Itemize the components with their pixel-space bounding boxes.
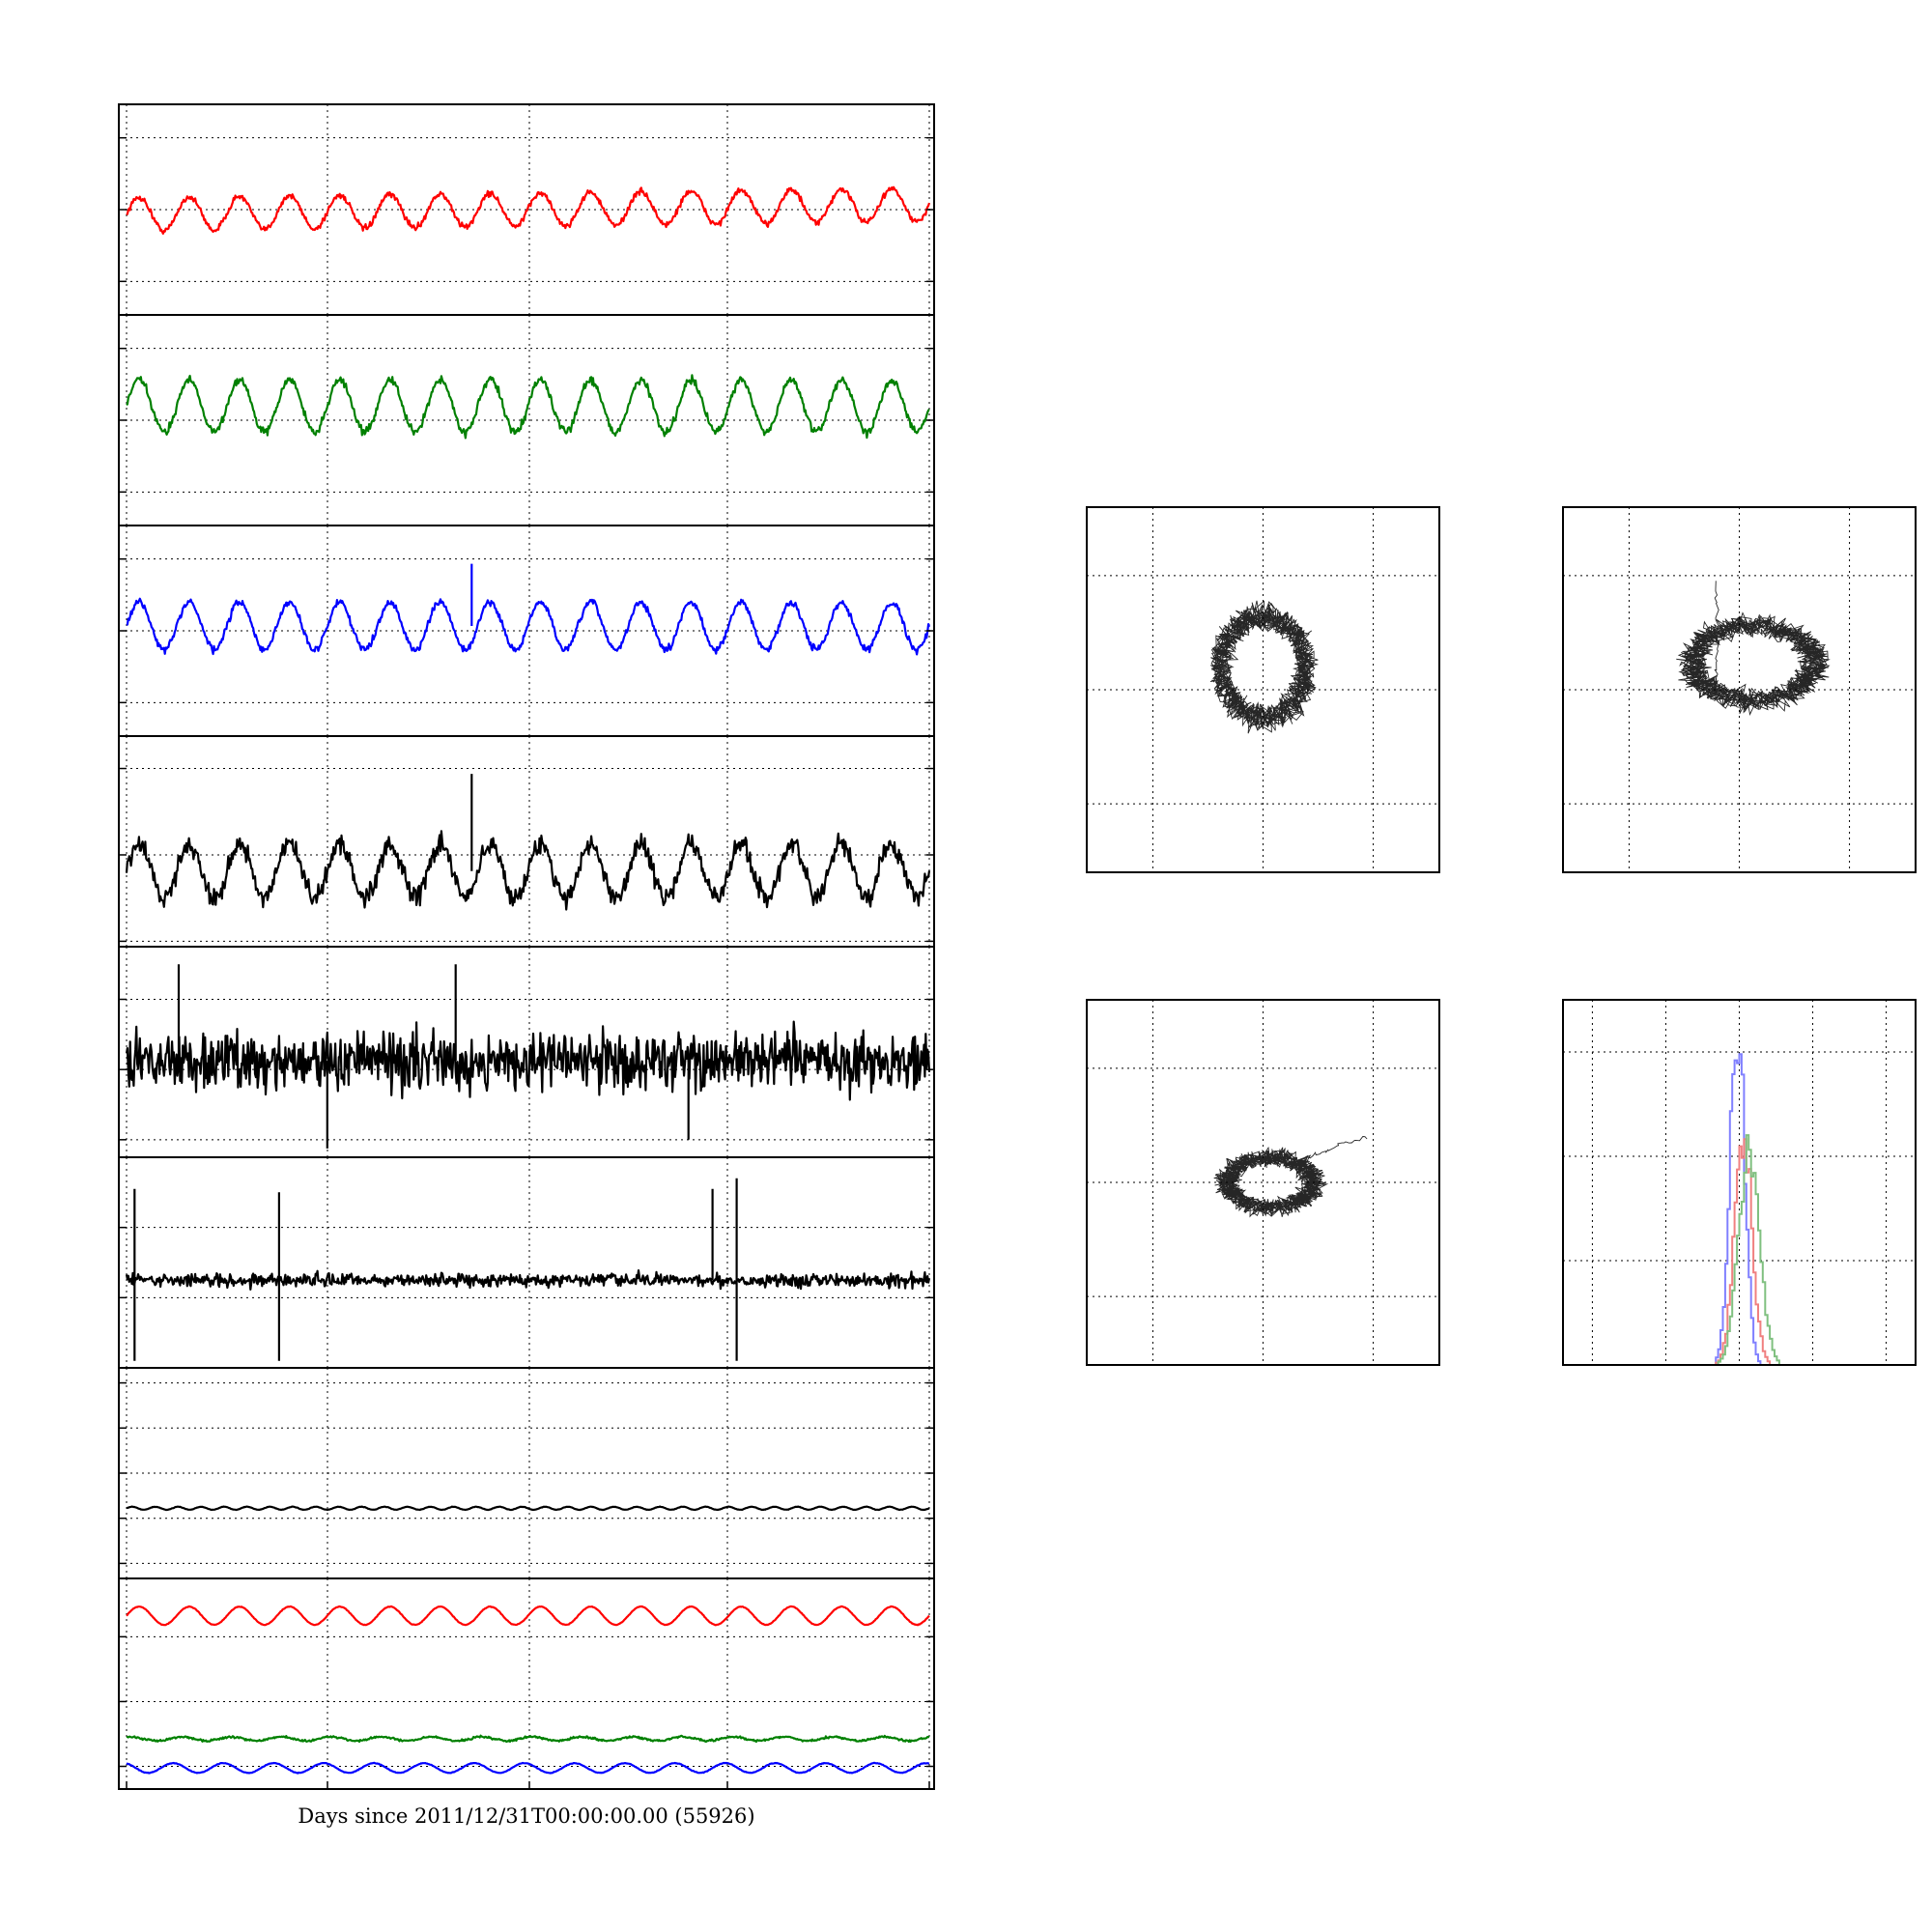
panel-6 xyxy=(118,1156,935,1369)
series-line-1 xyxy=(125,1178,931,1361)
series-line-1 xyxy=(126,185,931,235)
panel-3 xyxy=(118,525,935,737)
series-line-1 xyxy=(125,774,931,911)
series-line-2 xyxy=(126,1734,930,1744)
panel-5 xyxy=(118,946,935,1158)
time-series-panels xyxy=(118,103,935,1790)
panel-2 xyxy=(118,314,935,526)
scatter-panels xyxy=(1086,506,1917,1366)
panel-7 xyxy=(118,1367,935,1579)
series-line-3 xyxy=(126,1761,930,1775)
panel-frame xyxy=(118,1577,935,1790)
panel-frame xyxy=(1562,999,1917,1366)
scatter-panel-2 xyxy=(1562,506,1917,873)
panel-frame xyxy=(118,1156,935,1369)
trajectory-line xyxy=(1209,600,1320,734)
histogram-panel xyxy=(1562,999,1917,1366)
panel-frame xyxy=(1562,506,1917,873)
series-line-1 xyxy=(126,1605,930,1627)
series-line-1 xyxy=(126,374,930,440)
scatter-panel-1 xyxy=(1086,506,1440,873)
x-axis-label: Days since 2011/12/31T00:00:00.00 (55926… xyxy=(298,1804,754,1828)
panel-1 xyxy=(118,103,935,316)
panel-frame xyxy=(1086,506,1440,873)
panel-frame xyxy=(1086,999,1440,1366)
trajectory-line xyxy=(1676,581,1831,716)
series-line-1 xyxy=(125,964,931,1149)
scatter-panel-3 xyxy=(1086,999,1440,1366)
panel-8 xyxy=(118,1577,935,1790)
series-line-1 xyxy=(126,563,931,656)
trajectory-line xyxy=(1213,1136,1368,1218)
panel-4 xyxy=(118,735,935,948)
series-line-1 xyxy=(126,1505,930,1512)
